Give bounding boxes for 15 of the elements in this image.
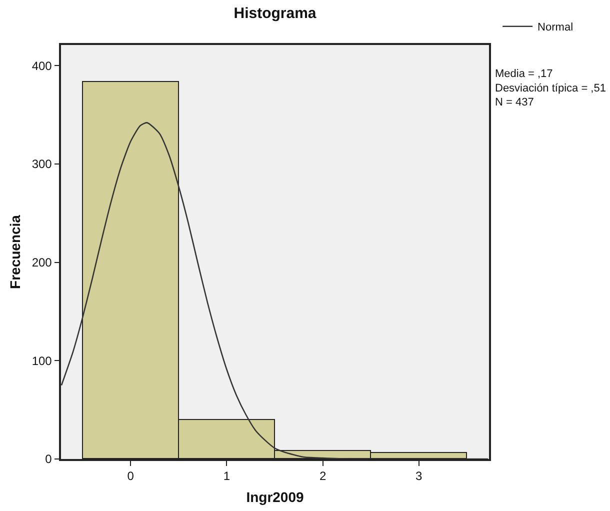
x-axis-title: Ingr2009 bbox=[246, 488, 304, 505]
legend-label: Normal bbox=[538, 22, 574, 34]
y-tick-label: 0 bbox=[45, 452, 52, 466]
x-tick-label: 1 bbox=[223, 469, 230, 484]
y-tick-label: 300 bbox=[32, 157, 52, 172]
x-tick-label: 0 bbox=[127, 469, 134, 484]
x-tick-label: 2 bbox=[319, 469, 326, 484]
y-tick-label: 400 bbox=[32, 58, 52, 73]
y-axis-title: Frecuencia bbox=[6, 214, 23, 289]
line-series bbox=[61, 122, 489, 459]
y-tick-label: 200 bbox=[32, 256, 52, 270]
text: Media = ,17 Desviación típica = ,51 N = 437 bbox=[495, 68, 606, 109]
x-tick-label: 3 bbox=[416, 469, 423, 484]
y-tick-label: 100 bbox=[32, 354, 52, 368]
chart-title: Histograma bbox=[234, 5, 317, 22]
